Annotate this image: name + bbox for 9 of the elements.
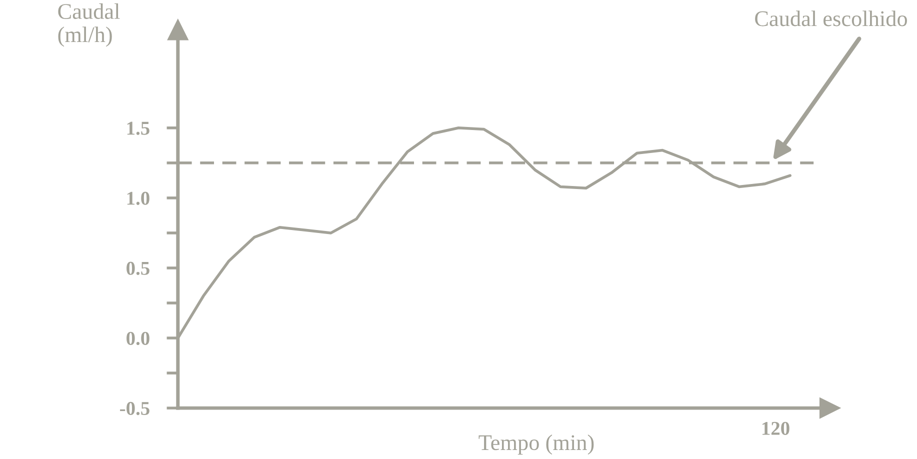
- y-tick-label: 0.5: [126, 262, 150, 275]
- y-tick-label: 1.5: [127, 122, 150, 135]
- ref-line-label: Caudal escolhido: [755, 10, 907, 26]
- y-tick-label: 0.0: [126, 332, 150, 346]
- x-axis-title: Tempo (min): [478, 434, 594, 455]
- y-tick-label: -0.5: [120, 402, 150, 416]
- text: 120: [762, 422, 790, 435]
- y-tick-label: 1.0: [127, 192, 150, 205]
- y-axis-title: Caudal (ml/h): [58, 3, 120, 47]
